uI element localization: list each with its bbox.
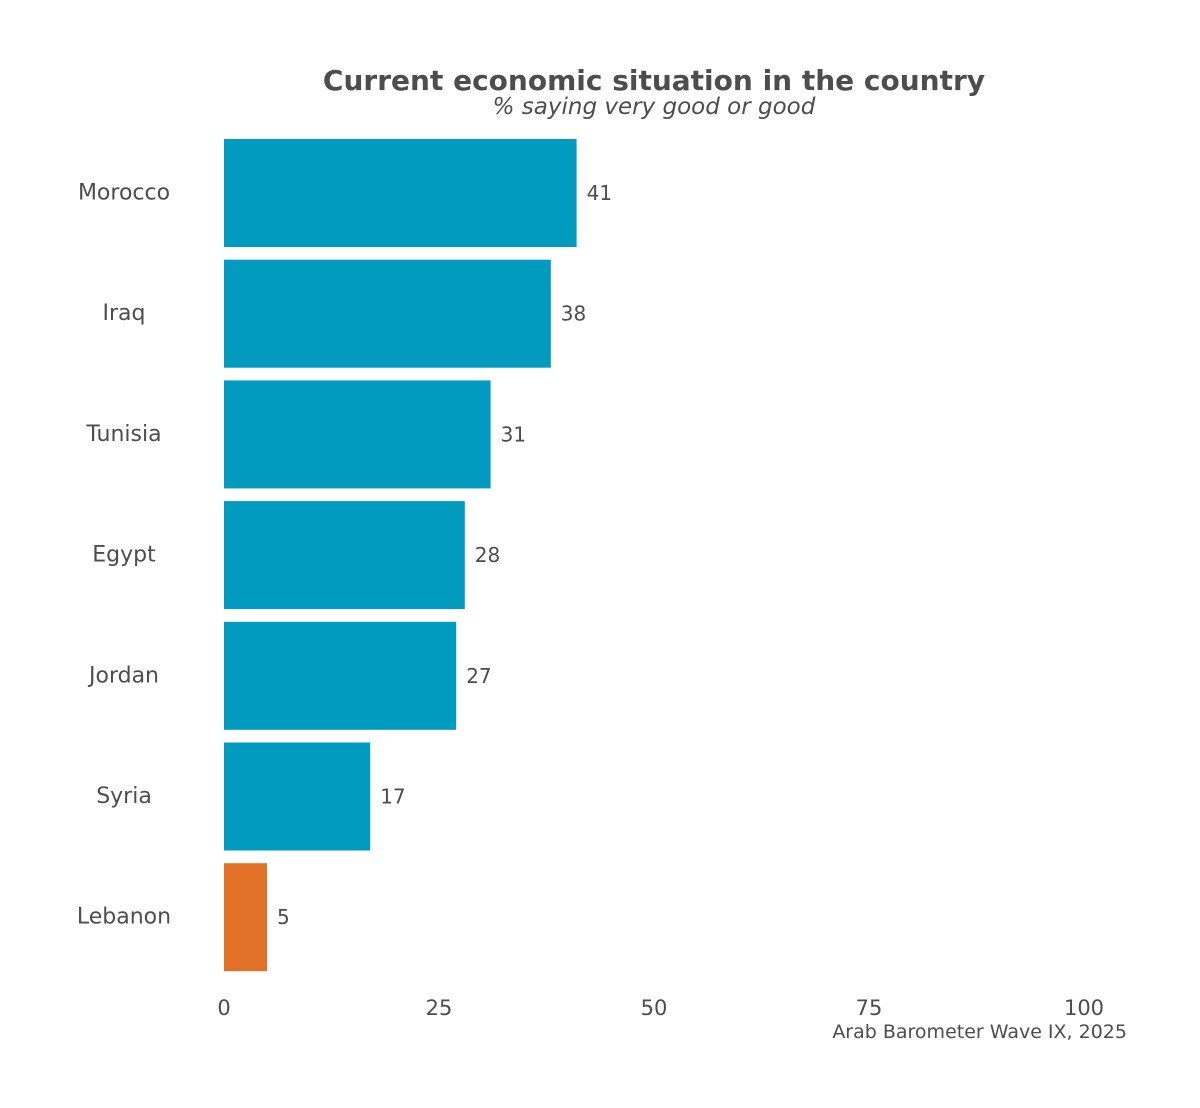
category-label-syria: Syria — [96, 784, 152, 809]
chart-title: Current economic situation in the countr… — [322, 64, 986, 97]
bar-egypt — [224, 501, 465, 610]
category-label-egypt: Egypt — [92, 543, 156, 568]
category-label-lebanon: Lebanon — [77, 905, 171, 930]
value-label-tunisia: 31 — [501, 422, 526, 446]
category-label-iraq: Iraq — [103, 301, 146, 326]
value-label-syria: 17 — [380, 785, 405, 809]
value-label-morocco: 41 — [587, 181, 612, 205]
category-label-tunisia: Tunisia — [85, 422, 161, 447]
bar-morocco — [224, 139, 577, 247]
bar-syria — [224, 742, 371, 851]
x-tick-label: 0 — [217, 996, 230, 1020]
category-label-morocco: Morocco — [78, 181, 170, 206]
category-label-jordan: Jordan — [87, 663, 159, 688]
x-tick-label: 50 — [641, 996, 668, 1020]
x-tick-label: 100 — [1064, 996, 1104, 1020]
x-tick-label: 25 — [426, 996, 453, 1020]
bar-tunisia — [224, 380, 491, 489]
x-tick-label: 75 — [856, 996, 883, 1020]
value-label-lebanon: 5 — [277, 905, 290, 929]
value-label-egypt: 28 — [475, 543, 500, 567]
chart-subtitle: % saying very good or good — [492, 94, 816, 120]
value-label-iraq: 38 — [561, 302, 586, 326]
bar-jordan — [224, 621, 457, 730]
source-caption: Arab Barometer Wave IX, 2025 — [832, 1021, 1127, 1043]
bar-lebanon — [224, 863, 267, 972]
value-label-jordan: 27 — [466, 664, 491, 688]
bar-iraq — [224, 259, 551, 368]
